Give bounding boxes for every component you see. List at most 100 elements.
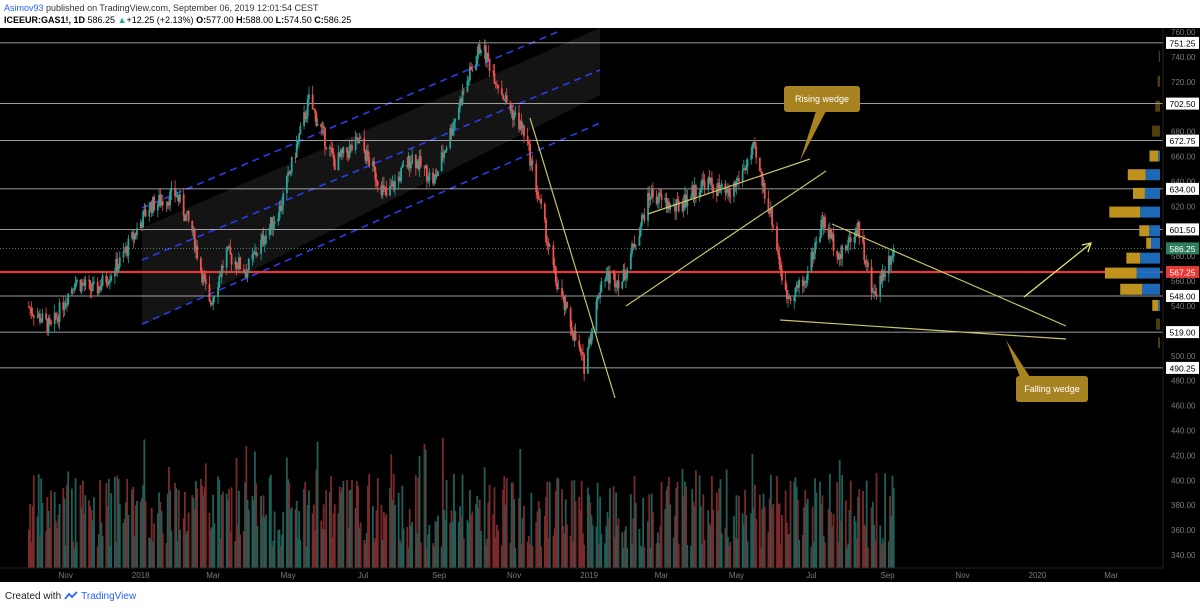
volume-bar — [282, 512, 285, 568]
volume-bar — [67, 471, 70, 568]
volume-bar — [141, 497, 143, 568]
down-candle — [785, 289, 788, 299]
down-candle — [505, 95, 508, 103]
price-candles — [27, 39, 895, 382]
highlight-price-tag-bg — [1166, 266, 1199, 279]
chart-area[interactable]: Rising wedge Falling wedge 760.00 740.00 7… — [0, 28, 1200, 582]
volume-bar — [238, 490, 240, 568]
volume-bar — [321, 529, 324, 568]
volume-bar — [725, 469, 728, 568]
time-axis[interactable]: Nov 2018 Mar May Jul Sep Nov 2019 Mar May Jul Sep No… — [0, 567, 1163, 580]
volume-bar — [693, 506, 696, 568]
down-candle — [209, 300, 212, 305]
up-candle — [328, 147, 331, 149]
volume-bar — [218, 479, 221, 568]
down-candle — [48, 318, 51, 322]
volume-bar — [863, 524, 866, 568]
volume-bar — [246, 499, 249, 568]
volume-bar — [414, 475, 417, 568]
profile-bar-gold — [1149, 150, 1159, 162]
down-candle — [572, 334, 574, 340]
up-candle — [841, 245, 844, 259]
up-candle — [794, 287, 797, 297]
volume-bar — [158, 492, 160, 568]
volume-bar — [762, 493, 765, 568]
down-candle — [168, 201, 170, 206]
down-candle — [315, 112, 318, 126]
volume-bar — [744, 489, 746, 568]
down-candle — [245, 272, 248, 278]
symbol-label[interactable]: ICEEUR:GAS1!, 1D — [4, 15, 86, 25]
volume-bar — [488, 484, 491, 568]
volume-bar — [306, 505, 309, 568]
volume-bar — [475, 504, 477, 568]
volume-bar — [312, 504, 315, 568]
down-candle — [99, 286, 102, 290]
up-candle — [263, 243, 266, 245]
rising-wedge-label: Rising wedge — [795, 94, 849, 104]
down-candle — [203, 274, 206, 280]
volume-bar — [262, 495, 265, 568]
down-candle — [738, 178, 740, 182]
up-candle — [467, 80, 470, 82]
rising-wedge-callout[interactable] — [784, 86, 860, 112]
chart-header: Asimov93 published on TradingView.com, S… — [0, 0, 1200, 28]
volume-bar — [449, 523, 452, 568]
down-candle — [373, 161, 375, 167]
volume-bar — [225, 493, 228, 568]
down-candle — [208, 284, 211, 301]
tradingview-brand[interactable]: TradingView — [81, 591, 137, 602]
volume-bar — [520, 544, 523, 568]
profile-bar-blue — [1140, 206, 1160, 218]
volume-bar — [873, 524, 875, 568]
down-candle — [294, 156, 297, 158]
volume-bar — [768, 498, 771, 568]
volume-bar — [650, 493, 653, 568]
volume-bar — [349, 489, 352, 568]
up-candle — [586, 348, 589, 374]
down-candle — [288, 172, 291, 174]
volume-bar — [855, 538, 858, 568]
horizontal-levels — [0, 42, 1163, 369]
volume-bar — [242, 530, 245, 568]
up-candle — [371, 161, 374, 166]
author-link[interactable]: Asimov93 — [4, 3, 44, 13]
up-candle — [504, 95, 507, 101]
volume-bar — [186, 530, 189, 568]
down-candle — [408, 155, 411, 169]
volume-bar — [454, 511, 457, 568]
volume-bar — [484, 545, 487, 568]
volume-bar — [419, 542, 422, 568]
volume-bar — [416, 532, 418, 568]
volume-bar — [830, 512, 832, 568]
volume-bar — [573, 480, 576, 568]
price-chart[interactable]: Rising wedge Falling wedge 760.00 740.00 7… — [0, 28, 1200, 582]
up-candle — [225, 249, 228, 268]
down-candle — [583, 354, 586, 374]
volume-bar — [295, 500, 298, 568]
up-candle — [118, 257, 121, 267]
volume-bar — [434, 521, 437, 568]
annotations: Rising wedge Falling wedge — [784, 86, 1092, 402]
price-axis[interactable]: 760.00740.00720.00700.00680.00660.00640.… — [1162, 28, 1199, 568]
volume-bar — [779, 544, 782, 568]
volume-bar — [106, 506, 109, 568]
volume-bar — [228, 489, 231, 568]
down-candle — [509, 102, 512, 111]
up-candle — [316, 124, 319, 126]
down-candle — [500, 88, 503, 95]
volume-bar — [340, 492, 342, 568]
down-candle — [236, 268, 239, 270]
volume-bar — [548, 481, 551, 568]
price-tick-label: 480.00 — [1171, 377, 1196, 386]
volume-bar — [760, 547, 762, 568]
volume-bar — [752, 508, 755, 568]
up-candle — [176, 195, 179, 196]
volume-bar — [359, 522, 362, 568]
volume-bar — [682, 496, 685, 568]
falling-wedge-callout[interactable] — [1016, 376, 1088, 402]
volume-bar — [729, 541, 732, 568]
volume-bar — [814, 478, 816, 568]
volume-bar — [477, 508, 480, 568]
volume-bar — [772, 504, 775, 568]
